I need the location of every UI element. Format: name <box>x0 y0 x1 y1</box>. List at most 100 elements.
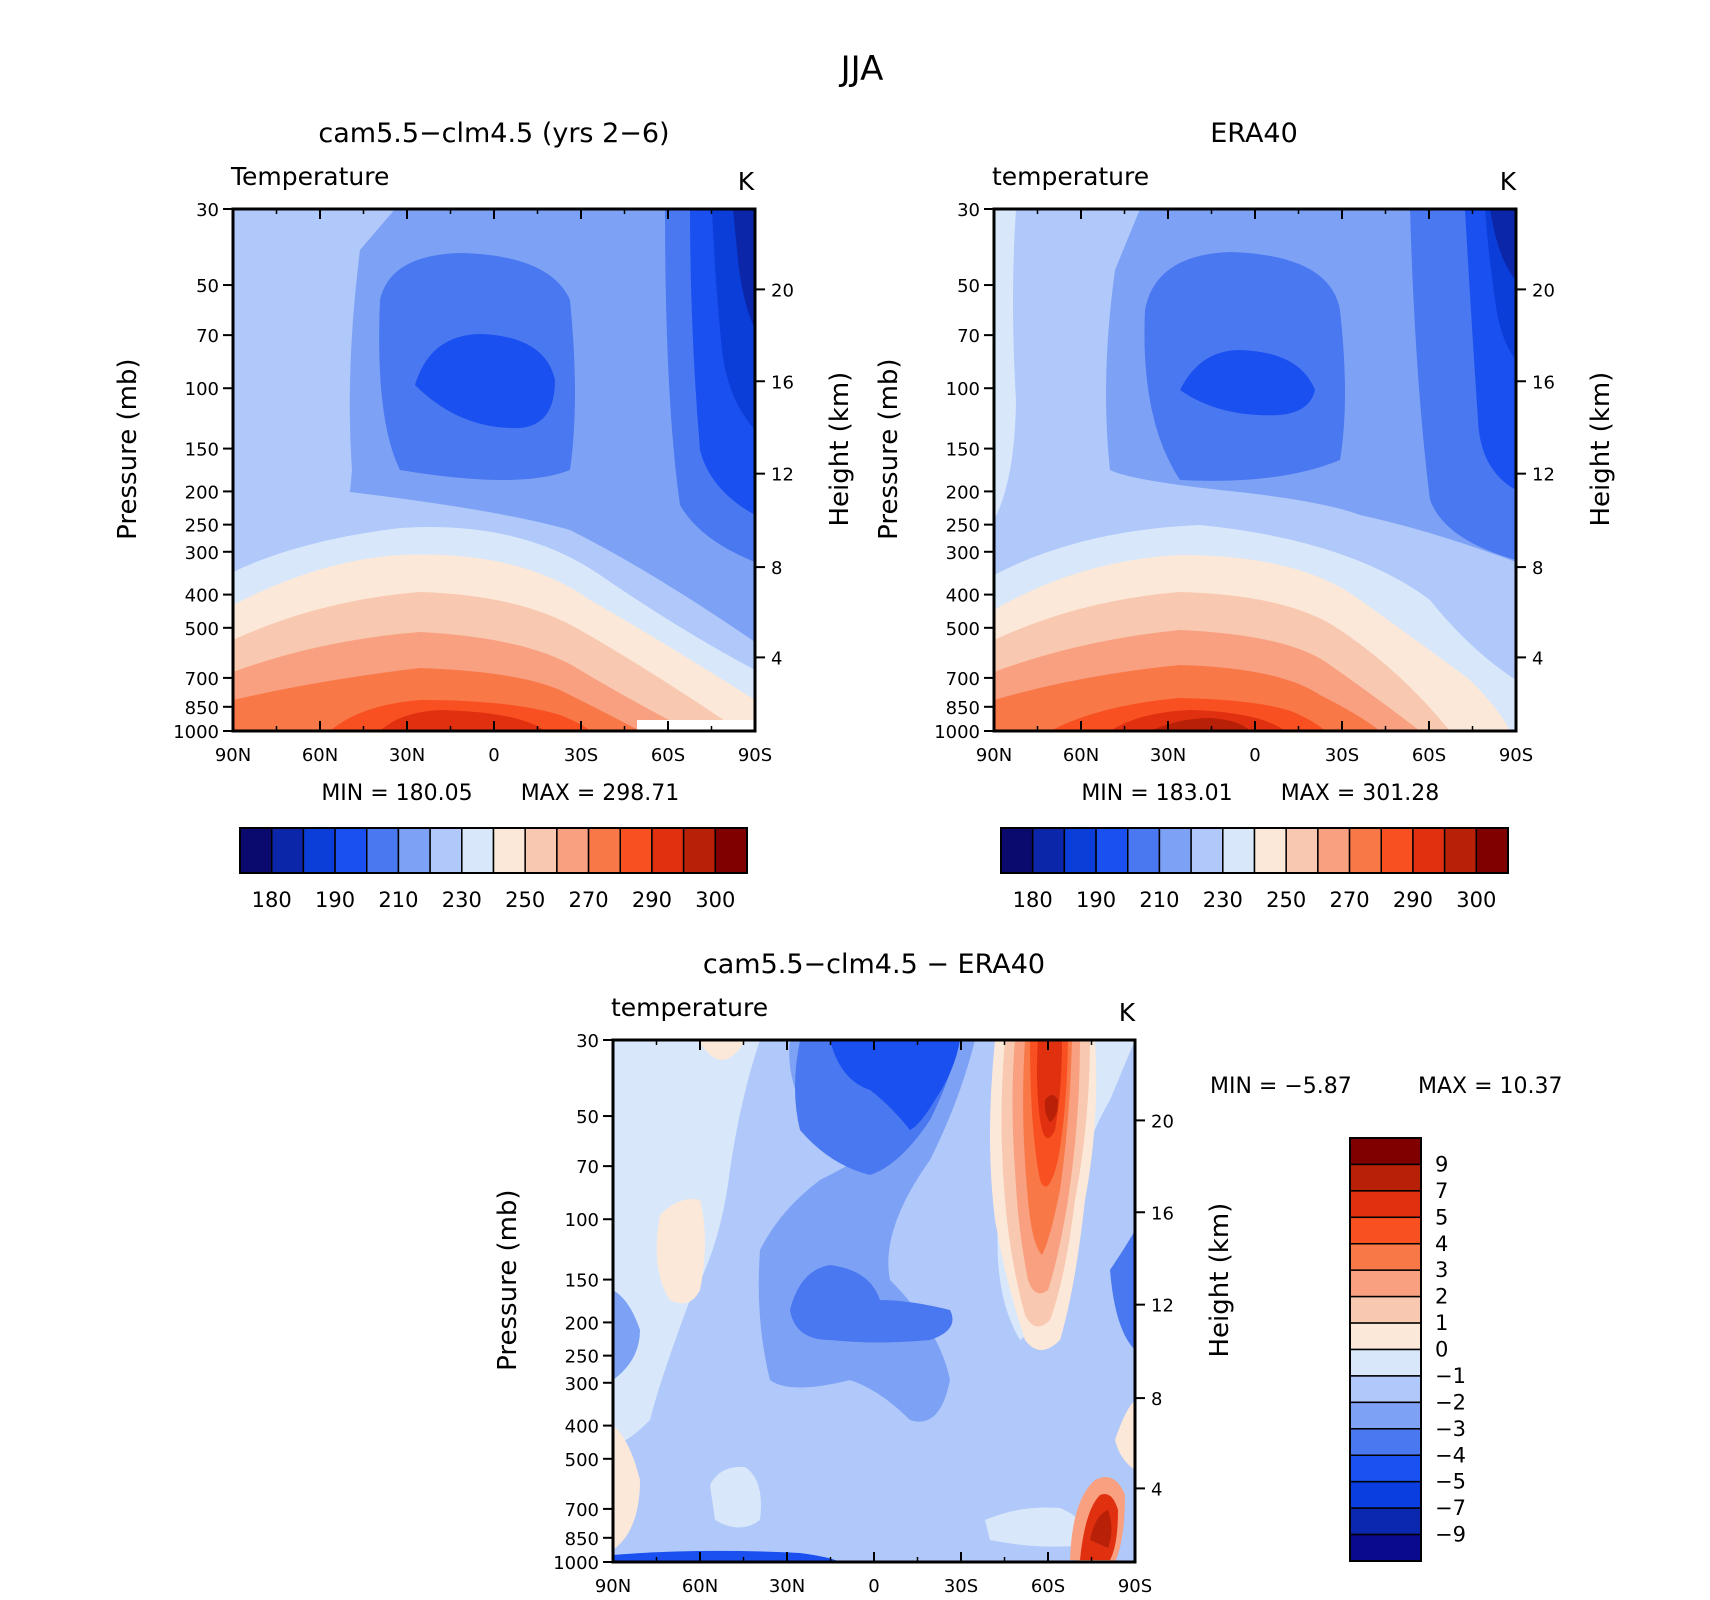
x-tick-label: 60N <box>1063 745 1099 766</box>
y-tick-label: 700 <box>185 669 219 690</box>
colorbar-swatch <box>1190 827 1224 874</box>
colorbar-swatch <box>334 827 368 874</box>
colorbar-swatch <box>1349 1322 1422 1351</box>
y-tick-label: 400 <box>565 1417 599 1438</box>
panel-diff-field-label: temperature <box>611 993 768 1022</box>
y-tick-label: 850 <box>946 698 980 719</box>
contour-level-pos-west <box>613 1425 640 1550</box>
contour-level-m4-north <box>830 1040 960 1130</box>
y-tick-label: 300 <box>946 543 980 564</box>
colorbar-swatch <box>1095 827 1129 874</box>
y-tick-label: 700 <box>565 1500 599 1521</box>
contour-level-m4-surface <box>613 1550 840 1562</box>
colorbar-swatch <box>1349 1348 1422 1377</box>
y-tick-label: 150 <box>185 440 219 461</box>
panel-diff-colorbar: 9 75 43 21 0−1−2 −3−4 −5−7 −9 <box>1349 1137 1466 1562</box>
contour-level-200 <box>1180 350 1315 416</box>
colorbar-frame <box>1349 1137 1422 1562</box>
colorbar-label: 190 <box>315 888 355 912</box>
panel-model-colorbar: 180 190 210 230 250 270 290 300 <box>239 827 748 912</box>
colorbar-swatch <box>1349 1163 1422 1192</box>
contour-level-200 <box>415 334 555 429</box>
y-right-tick-label: 12 <box>1151 1296 1174 1317</box>
colorbar-swatch <box>1317 827 1351 874</box>
y-tick-label: 100 <box>565 1210 599 1231</box>
x-tick-label: 90N <box>595 1576 631 1597</box>
colorbar-label: 210 <box>1139 888 1179 912</box>
contour-level-pos-east <box>1115 1400 1135 1470</box>
contour-level-180 <box>733 209 755 330</box>
y-tick-label: 70 <box>576 1157 599 1178</box>
y-tick-label: 300 <box>185 543 219 564</box>
panel-model-units: K <box>738 167 755 196</box>
y-tick-label: 500 <box>185 619 219 640</box>
colorbar-swatch <box>366 827 400 874</box>
x-tick-label: 60S <box>651 745 685 766</box>
y-tick-label: 1000 <box>173 722 219 743</box>
x-tick-label: 60S <box>1412 745 1446 766</box>
contour-level-pos-60n <box>656 1199 705 1304</box>
panel-obs-axes: 90N 60N 30N 0 30S 60S 90S 30 50 70 100 150 200 250 300… <box>874 200 1616 766</box>
y-tick-label: 850 <box>565 1529 599 1550</box>
colorbar-swatch <box>492 827 526 874</box>
y-right-axis-label: Height (km) <box>1586 372 1616 527</box>
y-tick-label: 70 <box>957 326 980 347</box>
colorbar-frame <box>1000 827 1509 874</box>
y-right-tick-label: 8 <box>771 558 782 579</box>
y-right-tick-label: 8 <box>1151 1389 1162 1410</box>
contour-level-0-c <box>710 1466 761 1528</box>
colorbar-swatch <box>1285 827 1319 874</box>
panel-obs-min-label: MIN = 183.01 <box>1081 781 1232 806</box>
y-tick-label: 100 <box>946 379 980 400</box>
colorbar-label: 290 <box>1393 888 1433 912</box>
colorbar-swatch <box>1349 1295 1422 1324</box>
y-right-tick-label: 8 <box>1532 558 1543 579</box>
y-tick-label: 50 <box>196 276 219 297</box>
x-tick-label: 30S <box>944 1576 978 1597</box>
colorbar-swatch <box>239 827 273 874</box>
colorbar-swatch <box>1349 1507 1422 1536</box>
x-tick-label: 30N <box>1150 745 1186 766</box>
x-tick-label: 30N <box>769 1576 805 1597</box>
colorbar-label: 0 <box>1435 1338 1448 1362</box>
colorbar-swatch <box>1349 1401 1422 1430</box>
x-tick-label: 90S <box>1118 1576 1152 1597</box>
y-tick-label: 850 <box>185 698 219 719</box>
y-tick-label: 50 <box>957 276 980 297</box>
panel-obs-contours <box>994 209 1516 731</box>
y-tick-label: 250 <box>185 516 219 537</box>
colorbar-swatch <box>1348 827 1382 874</box>
x-tick-label: 90N <box>215 745 251 766</box>
y-tick-label: 150 <box>565 1271 599 1292</box>
y-tick-label: 30 <box>957 200 980 221</box>
panel-diff-axes: 90N 60N 30N 0 30S 60S 90S 30 50 70 100 150 200 250 300… <box>493 1031 1235 1597</box>
x-tick-label: 30S <box>564 745 598 766</box>
colorbar-label: 250 <box>505 888 545 912</box>
colorbar-label: 2 <box>1435 1285 1448 1309</box>
colorbar-swatch <box>1380 827 1414 874</box>
panel-diff-max-label: MAX = 10.37 <box>1418 1074 1563 1099</box>
panel-obs-title: ERA40 <box>1210 118 1298 149</box>
colorbar-label: −7 <box>1435 1496 1466 1520</box>
contour-level-180 <box>1490 209 1516 280</box>
panel-diff-title: cam5.5−clm4.5 − ERA40 <box>703 949 1045 980</box>
y-tick-label: 500 <box>565 1450 599 1471</box>
contour-level-0-d <box>985 1507 1086 1547</box>
panel-obs-max-label: MAX = 301.28 <box>1281 781 1440 806</box>
x-tick-label: 90S <box>738 745 772 766</box>
y-right-axis-label: Height (km) <box>825 372 855 527</box>
y-tick-label: 400 <box>946 586 980 607</box>
colorbar-swatch <box>1349 1428 1422 1456</box>
y-tick-label: 500 <box>946 619 980 640</box>
colorbar-swatch <box>1063 827 1097 874</box>
y-tick-label: 70 <box>196 326 219 347</box>
panel-diff-contours <box>613 1040 1135 1562</box>
colorbar-label: −2 <box>1435 1390 1466 1414</box>
colorbar-swatch <box>1031 827 1066 874</box>
y-tick-label: 1000 <box>934 722 980 743</box>
colorbar-frame <box>239 827 748 874</box>
colorbar-swatch <box>1349 1216 1422 1245</box>
y-tick-label: 200 <box>946 482 980 503</box>
colorbar-label: 210 <box>378 888 418 912</box>
